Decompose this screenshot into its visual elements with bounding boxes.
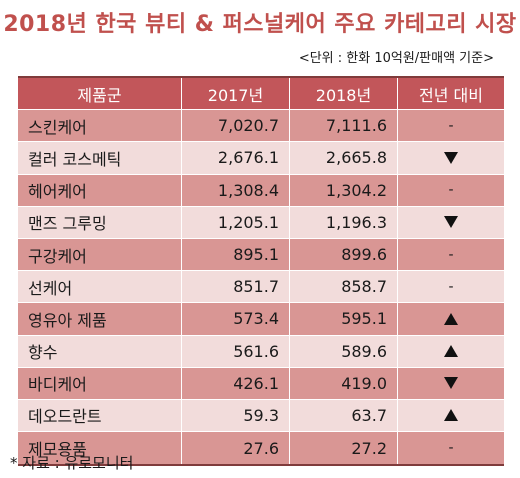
category-name: 맨즈 그루밍 [18,206,182,238]
category-name: 향수 [18,335,182,367]
triangle-up-icon [444,409,458,422]
change-indicator: - [398,175,504,206]
triangle-down-icon [444,216,458,229]
value-2017: 851.7 [182,271,290,303]
table-row: 바디케어 426.1 419.0 [18,367,504,400]
value-2018: 899.6 [290,238,398,271]
triangle-down-icon [444,151,458,164]
category-name: 영유아 제품 [18,303,182,335]
no-change-dash: - [448,440,454,457]
table-row: 구강케어 895.1 899.6 - [18,238,504,272]
value-2017: 561.6 [182,335,290,367]
change-indicator [398,400,504,431]
value-2017: 1,205.1 [182,206,290,238]
category-name: 구강케어 [18,238,182,271]
value-2018: 589.6 [290,335,398,367]
table-row: 맨즈 그루밍 1,205.1 1,196.3 [18,206,504,239]
no-change-dash: - [448,117,454,134]
market-table: 제품군 2017년 2018년 전년 대비 스킨케어 7,020.7 7,111.6… [18,76,504,467]
category-name: 선케어 [18,271,182,303]
value-2018: 419.0 [290,367,398,399]
table-row: 데오드란트 59.3 63.7 [18,399,504,433]
page-title: 2018년 한국 뷰티 & 퍼스널케어 주요 카테고리 시장 [3,12,517,37]
category-name: 바디케어 [18,367,182,399]
value-2017: 895.1 [182,238,290,271]
table-row: 선케어 851.7 858.7 - [18,271,504,304]
no-change-dash: - [448,246,454,263]
value-2018: 2,665.8 [290,142,398,174]
triangle-up-icon [444,345,458,358]
change-indicator: - [398,432,504,464]
header-category: 제품군 [18,78,182,110]
triangle-down-icon [444,377,458,390]
table-header-row: 제품군 2017년 2018년 전년 대비 [18,78,504,111]
value-2017: 59.3 [182,399,290,432]
table-row: 헤어케어 1,308.4 1,304.2 - [18,174,504,207]
header-2018: 2018년 [290,78,398,110]
change-indicator: - [398,110,504,141]
unit-note: <단위 : 한화 10억원/판매액 기준> [298,51,494,66]
no-change-dash: - [448,278,454,295]
value-2018: 858.7 [290,271,398,303]
value-2017: 2,676.1 [182,142,290,174]
header-change: 전년 대비 [419,85,483,105]
change-indicator [398,207,504,238]
header-2017: 2017년 [182,78,290,110]
no-change-dash: - [448,182,454,199]
category-name: 헤어케어 [18,174,182,206]
triangle-up-icon [444,312,458,325]
table-row: 영유아 제품 573.4 595.1 [18,303,504,336]
value-2018: 595.1 [290,303,398,335]
value-2017: 426.1 [182,367,290,399]
category-name: 데오드란트 [18,399,182,432]
change-indicator [398,303,504,334]
category-name: 스킨케어 [18,110,182,142]
value-2017: 27.6 [182,432,290,465]
table-row: 향수 561.6 589.6 [18,335,504,368]
value-2018: 1,196.3 [290,206,398,238]
source-note: * 자료 : 유로모니터 [10,454,134,472]
change-indicator [398,142,504,173]
table-row: 스킨케어 7,020.7 7,111.6 - [18,110,504,143]
change-indicator: - [398,239,504,270]
value-2017: 1,308.4 [182,174,290,206]
value-2017: 7,020.7 [182,110,290,142]
change-indicator: - [398,271,504,302]
value-2018: 1,304.2 [290,174,398,206]
change-indicator [398,368,504,399]
category-name: 컬러 코스메틱 [18,142,182,174]
table-row: 컬러 코스메틱 2,676.1 2,665.8 [18,142,504,175]
value-2018: 7,111.6 [290,110,398,142]
change-indicator [398,336,504,367]
value-2018: 63.7 [290,399,398,432]
category-name: 제모용품 [18,432,182,465]
value-2018: 27.2 [290,432,398,465]
value-2017: 573.4 [182,303,290,335]
table-row: 제모용품 27.6 27.2 - [18,432,504,465]
